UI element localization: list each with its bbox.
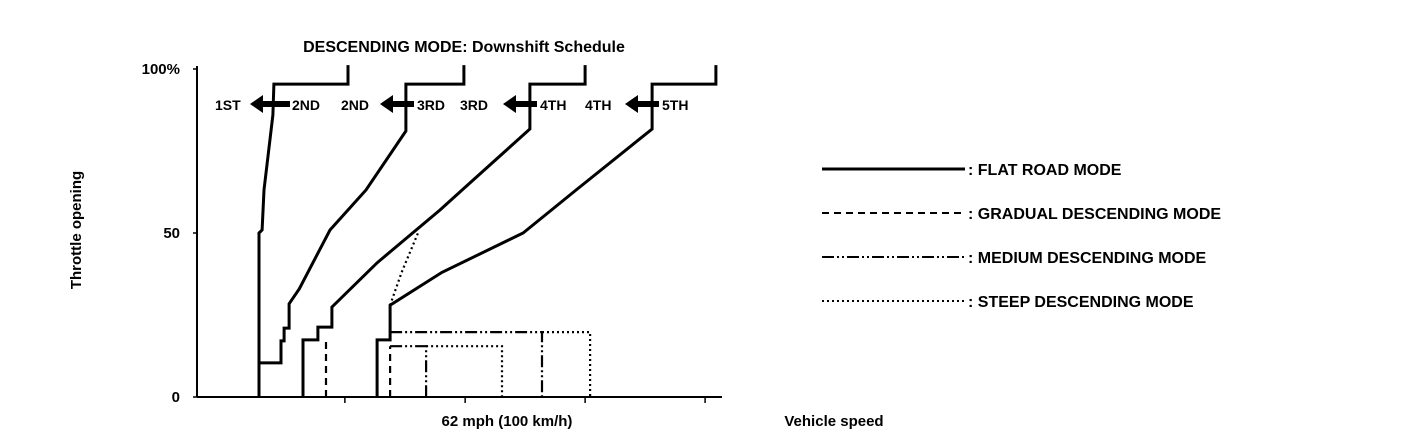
y-axis-label: Throttle opening	[68, 171, 85, 289]
series-line-dotted	[389, 232, 420, 306]
legend-label: : GRADUAL DESCENDING MODE	[968, 206, 1221, 223]
shift-label-high: 4TH	[540, 97, 566, 113]
legend-label: : FLAT ROAD MODE	[968, 162, 1122, 179]
arrow-left-icon	[503, 95, 537, 113]
series-line-solid	[259, 65, 466, 365]
series-line-solid	[375, 65, 718, 397]
y-tick-label: 100%	[142, 61, 180, 78]
shift-label-high: 5TH	[662, 97, 688, 113]
x-marker-label: 62 mph (100 km/h)	[442, 413, 573, 430]
shift-label-low: 2ND	[341, 97, 369, 113]
legend-label: : MEDIUM DESCENDING MODE	[968, 250, 1207, 267]
shift-label-high: 2ND	[292, 97, 320, 113]
legend-label: : STEEP DESCENDING MODE	[968, 294, 1194, 311]
shift-label-low: 3RD	[460, 97, 488, 113]
arrow-left-icon	[380, 95, 414, 113]
series-line-dotted	[426, 345, 504, 397]
x-axis-label: Vehicle speed	[784, 413, 883, 430]
series-line-dash-dot-dot	[390, 345, 428, 397]
series-line-dotted	[542, 331, 592, 397]
series-line-solid	[301, 65, 587, 397]
chart-title: DESCENDING MODE: Downshift Schedule	[303, 39, 625, 56]
arrow-left-icon	[625, 95, 659, 113]
y-tick-label: 50	[163, 225, 180, 242]
shift-label-low: 4TH	[585, 97, 611, 113]
shift-label-low: 1ST	[215, 97, 241, 113]
series-line-solid	[257, 65, 350, 397]
arrow-left-icon	[250, 95, 290, 113]
shift-label-high: 3RD	[417, 97, 445, 113]
series-line-dash-dot-dot	[390, 331, 544, 397]
y-tick-label: 0	[172, 389, 180, 406]
